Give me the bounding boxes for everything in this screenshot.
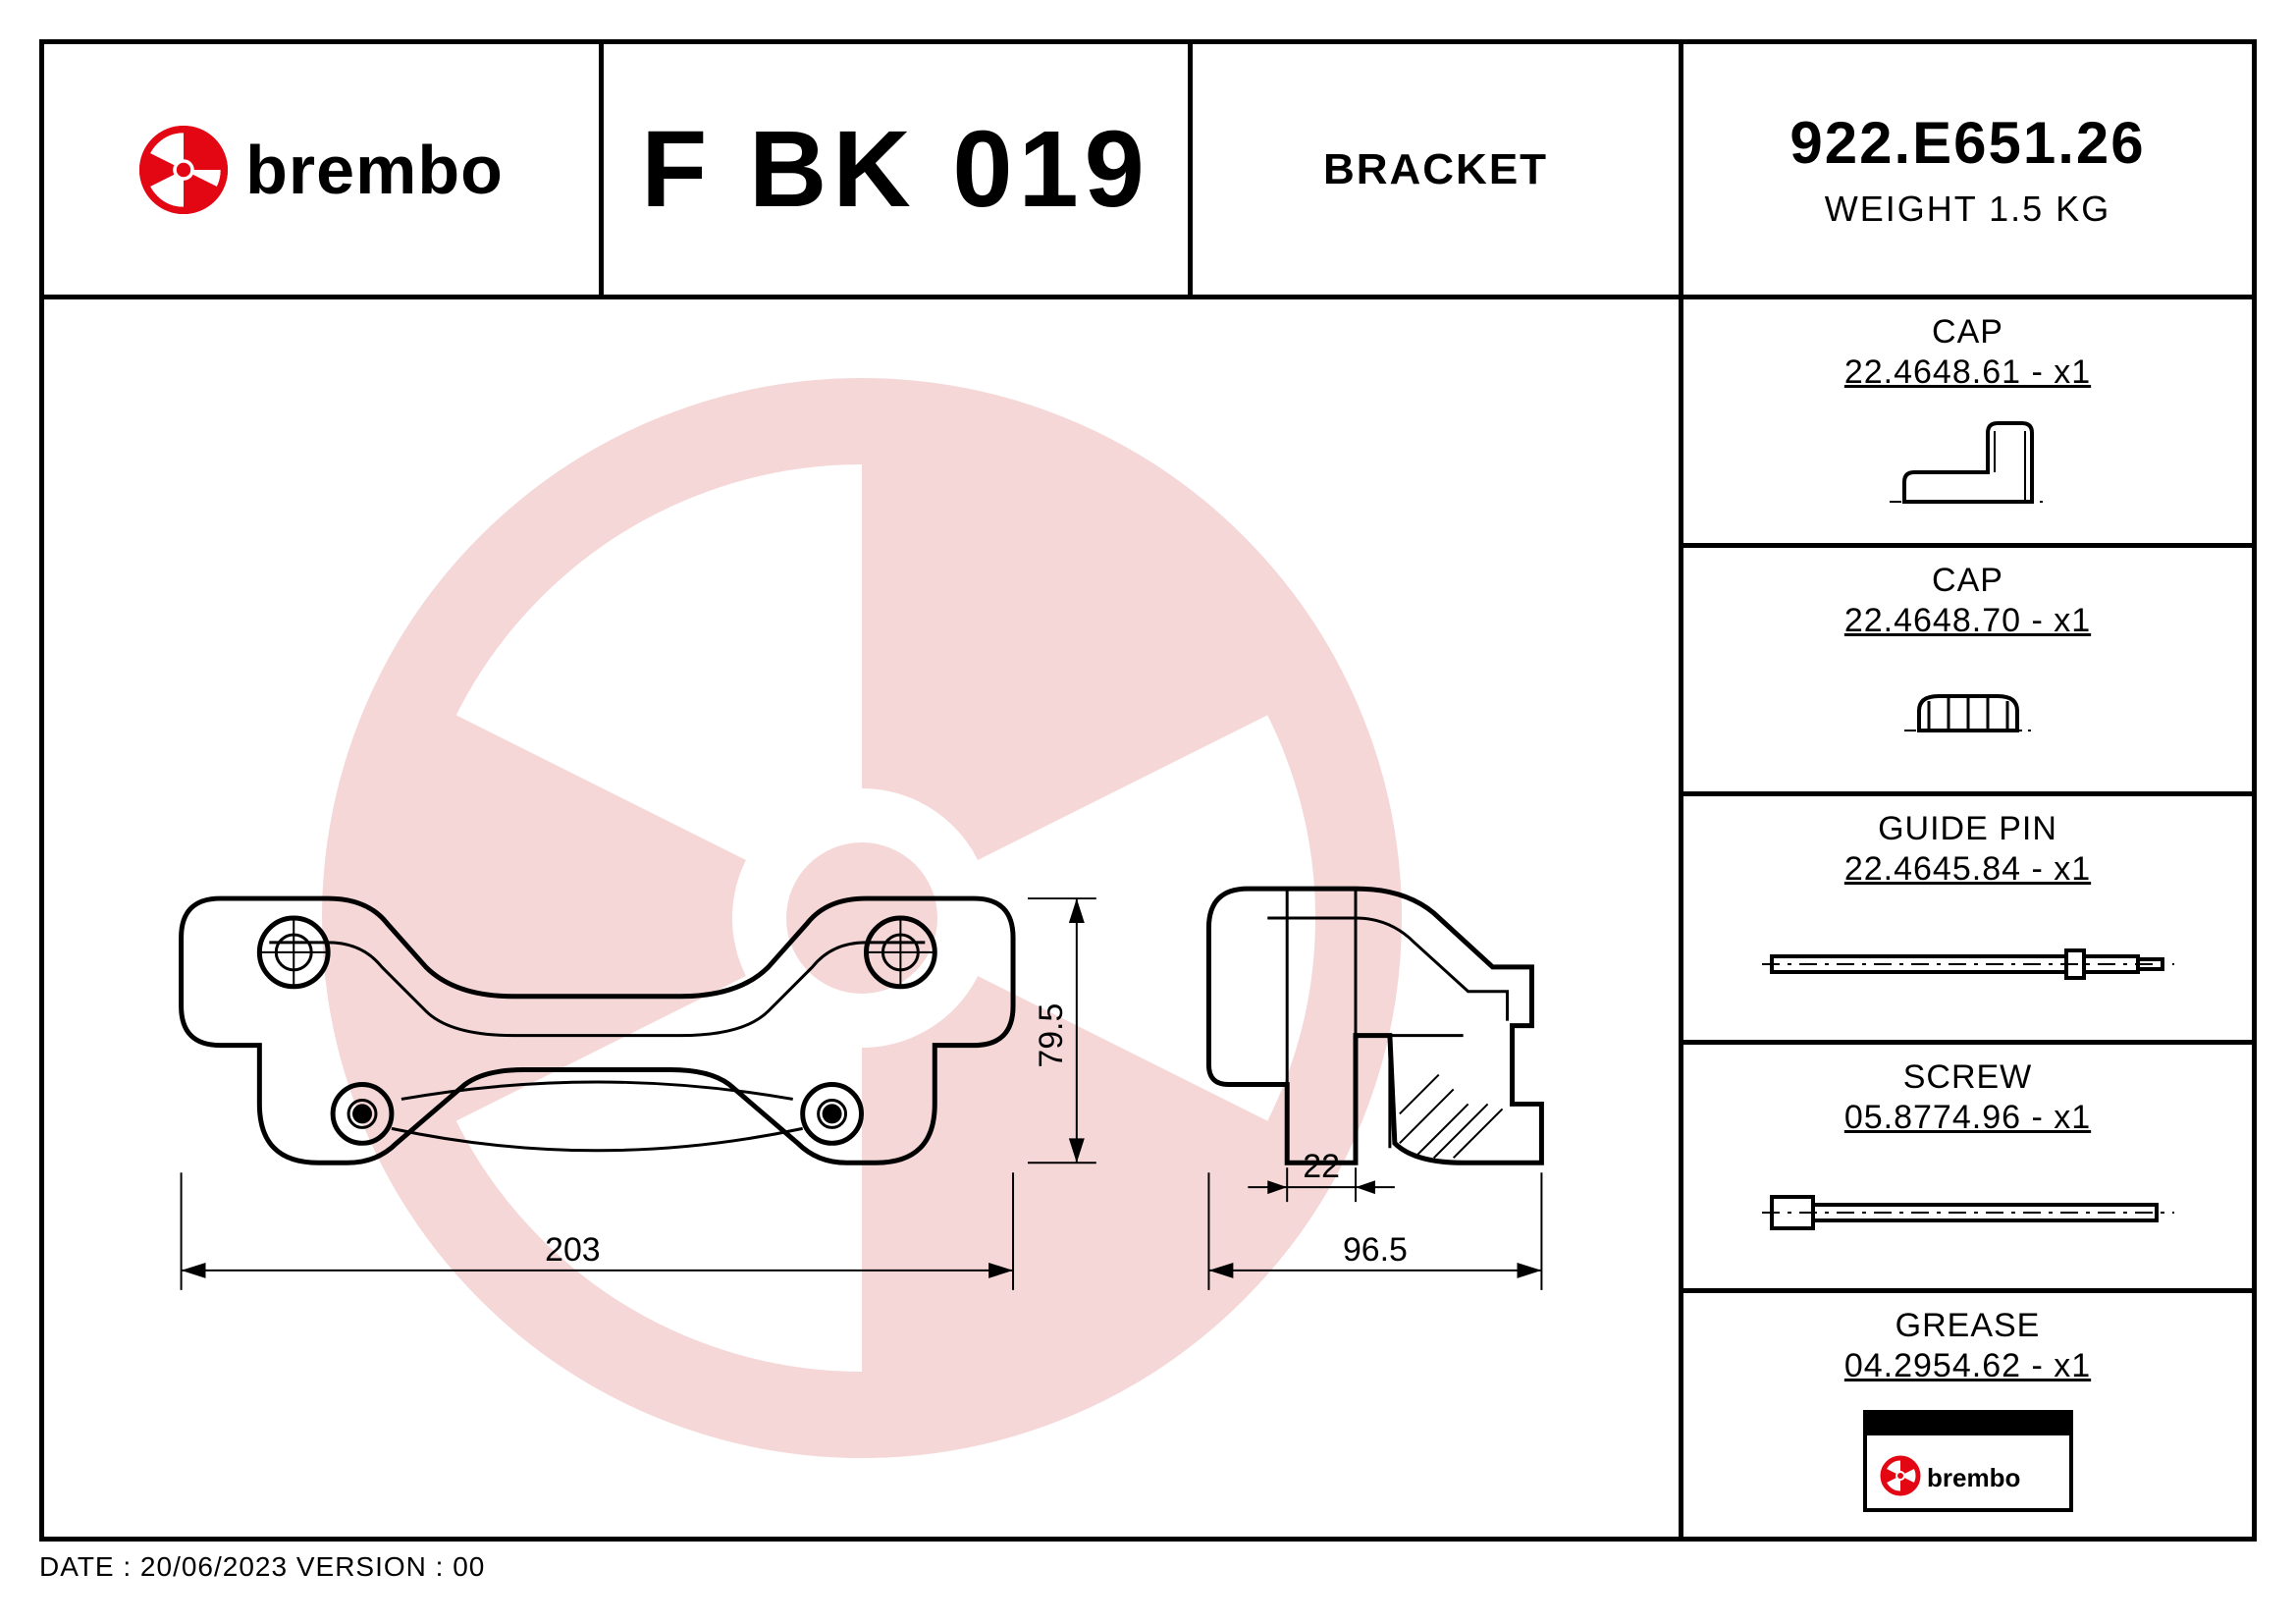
component-code: 22.4648.70 - x1 bbox=[1844, 602, 2091, 640]
component-code: 22.4645.84 - x1 bbox=[1844, 850, 2091, 889]
component-code: 22.4648.61 - x1 bbox=[1844, 353, 2091, 392]
component-name: SCREW bbox=[1903, 1058, 2033, 1097]
brand-name: brembo bbox=[245, 131, 504, 209]
logo-cell: brembo bbox=[44, 44, 604, 295]
footer-date-version: DATE : 20/06/2023 VERSION : 00 bbox=[39, 1551, 485, 1583]
dim-inner: 22 bbox=[1303, 1148, 1340, 1185]
front-view-dimensions: 203 79.5 bbox=[182, 898, 1096, 1290]
title-block: brembo F BK 019 BRACKET 922.E651.26 WEIG… bbox=[44, 44, 2252, 299]
cap2-icon bbox=[1904, 677, 2032, 755]
product-type: BRACKET bbox=[1323, 145, 1548, 194]
component-name: CAP bbox=[1932, 562, 2003, 600]
component-grease: GREASE 04.2954.62 - x1 bbox=[1683, 1293, 2252, 1537]
dim-width: 203 bbox=[545, 1231, 601, 1269]
side-view bbox=[1208, 889, 1541, 1163]
component-code: 04.2954.62 - x1 bbox=[1844, 1347, 2091, 1385]
component-cap-2: CAP 22.4648.70 - x1 bbox=[1683, 548, 2252, 796]
part-number: F BK 019 bbox=[641, 107, 1150, 232]
weight-label: WEIGHT 1.5 KG bbox=[1825, 189, 2110, 230]
cap1-icon bbox=[1885, 413, 2052, 521]
screw-icon bbox=[1762, 1183, 2174, 1242]
component-name: GUIDE PIN bbox=[1878, 810, 2057, 848]
grease-brand-label: brembo bbox=[1927, 1463, 2020, 1492]
drawing-sheet: brembo F BK 019 BRACKET 922.E651.26 WEIG… bbox=[39, 39, 2257, 1542]
component-code: 05.8774.96 - x1 bbox=[1844, 1099, 2091, 1137]
drawing-code: 922.E651.26 bbox=[1789, 109, 2145, 177]
brand-logo: brembo bbox=[139, 126, 504, 214]
part-number-cell: F BK 019 bbox=[604, 44, 1193, 295]
front-view bbox=[182, 898, 1013, 1163]
dim-depth: 96.5 bbox=[1343, 1231, 1408, 1269]
component-screw: SCREW 05.8774.96 - x1 bbox=[1683, 1045, 2252, 1293]
body-area: 203 79.5 bbox=[44, 299, 2252, 1537]
components-column: CAP 22.4648.61 - x1 CAP 22.4648.70 - x1 bbox=[1679, 299, 2252, 1537]
product-type-cell: BRACKET bbox=[1193, 44, 1683, 295]
component-guide-pin: GUIDE PIN 22.4645.84 - x1 bbox=[1683, 796, 2252, 1045]
drawing-area: 203 79.5 bbox=[44, 299, 1679, 1537]
component-cap-1: CAP 22.4648.61 - x1 bbox=[1683, 299, 2252, 548]
side-view-dimensions: 96.5 22 bbox=[1208, 1148, 1541, 1290]
component-name: GREASE bbox=[1896, 1307, 2041, 1345]
drawing-code-cell: 922.E651.26 WEIGHT 1.5 KG bbox=[1683, 44, 2252, 295]
brembo-icon bbox=[139, 126, 228, 214]
grease-icon: brembo bbox=[1855, 1402, 2081, 1520]
guide-pin-icon bbox=[1762, 935, 2174, 994]
component-name: CAP bbox=[1932, 313, 2003, 352]
dim-height: 79.5 bbox=[1033, 1003, 1070, 1068]
engineering-views: 203 79.5 bbox=[44, 299, 1679, 1537]
